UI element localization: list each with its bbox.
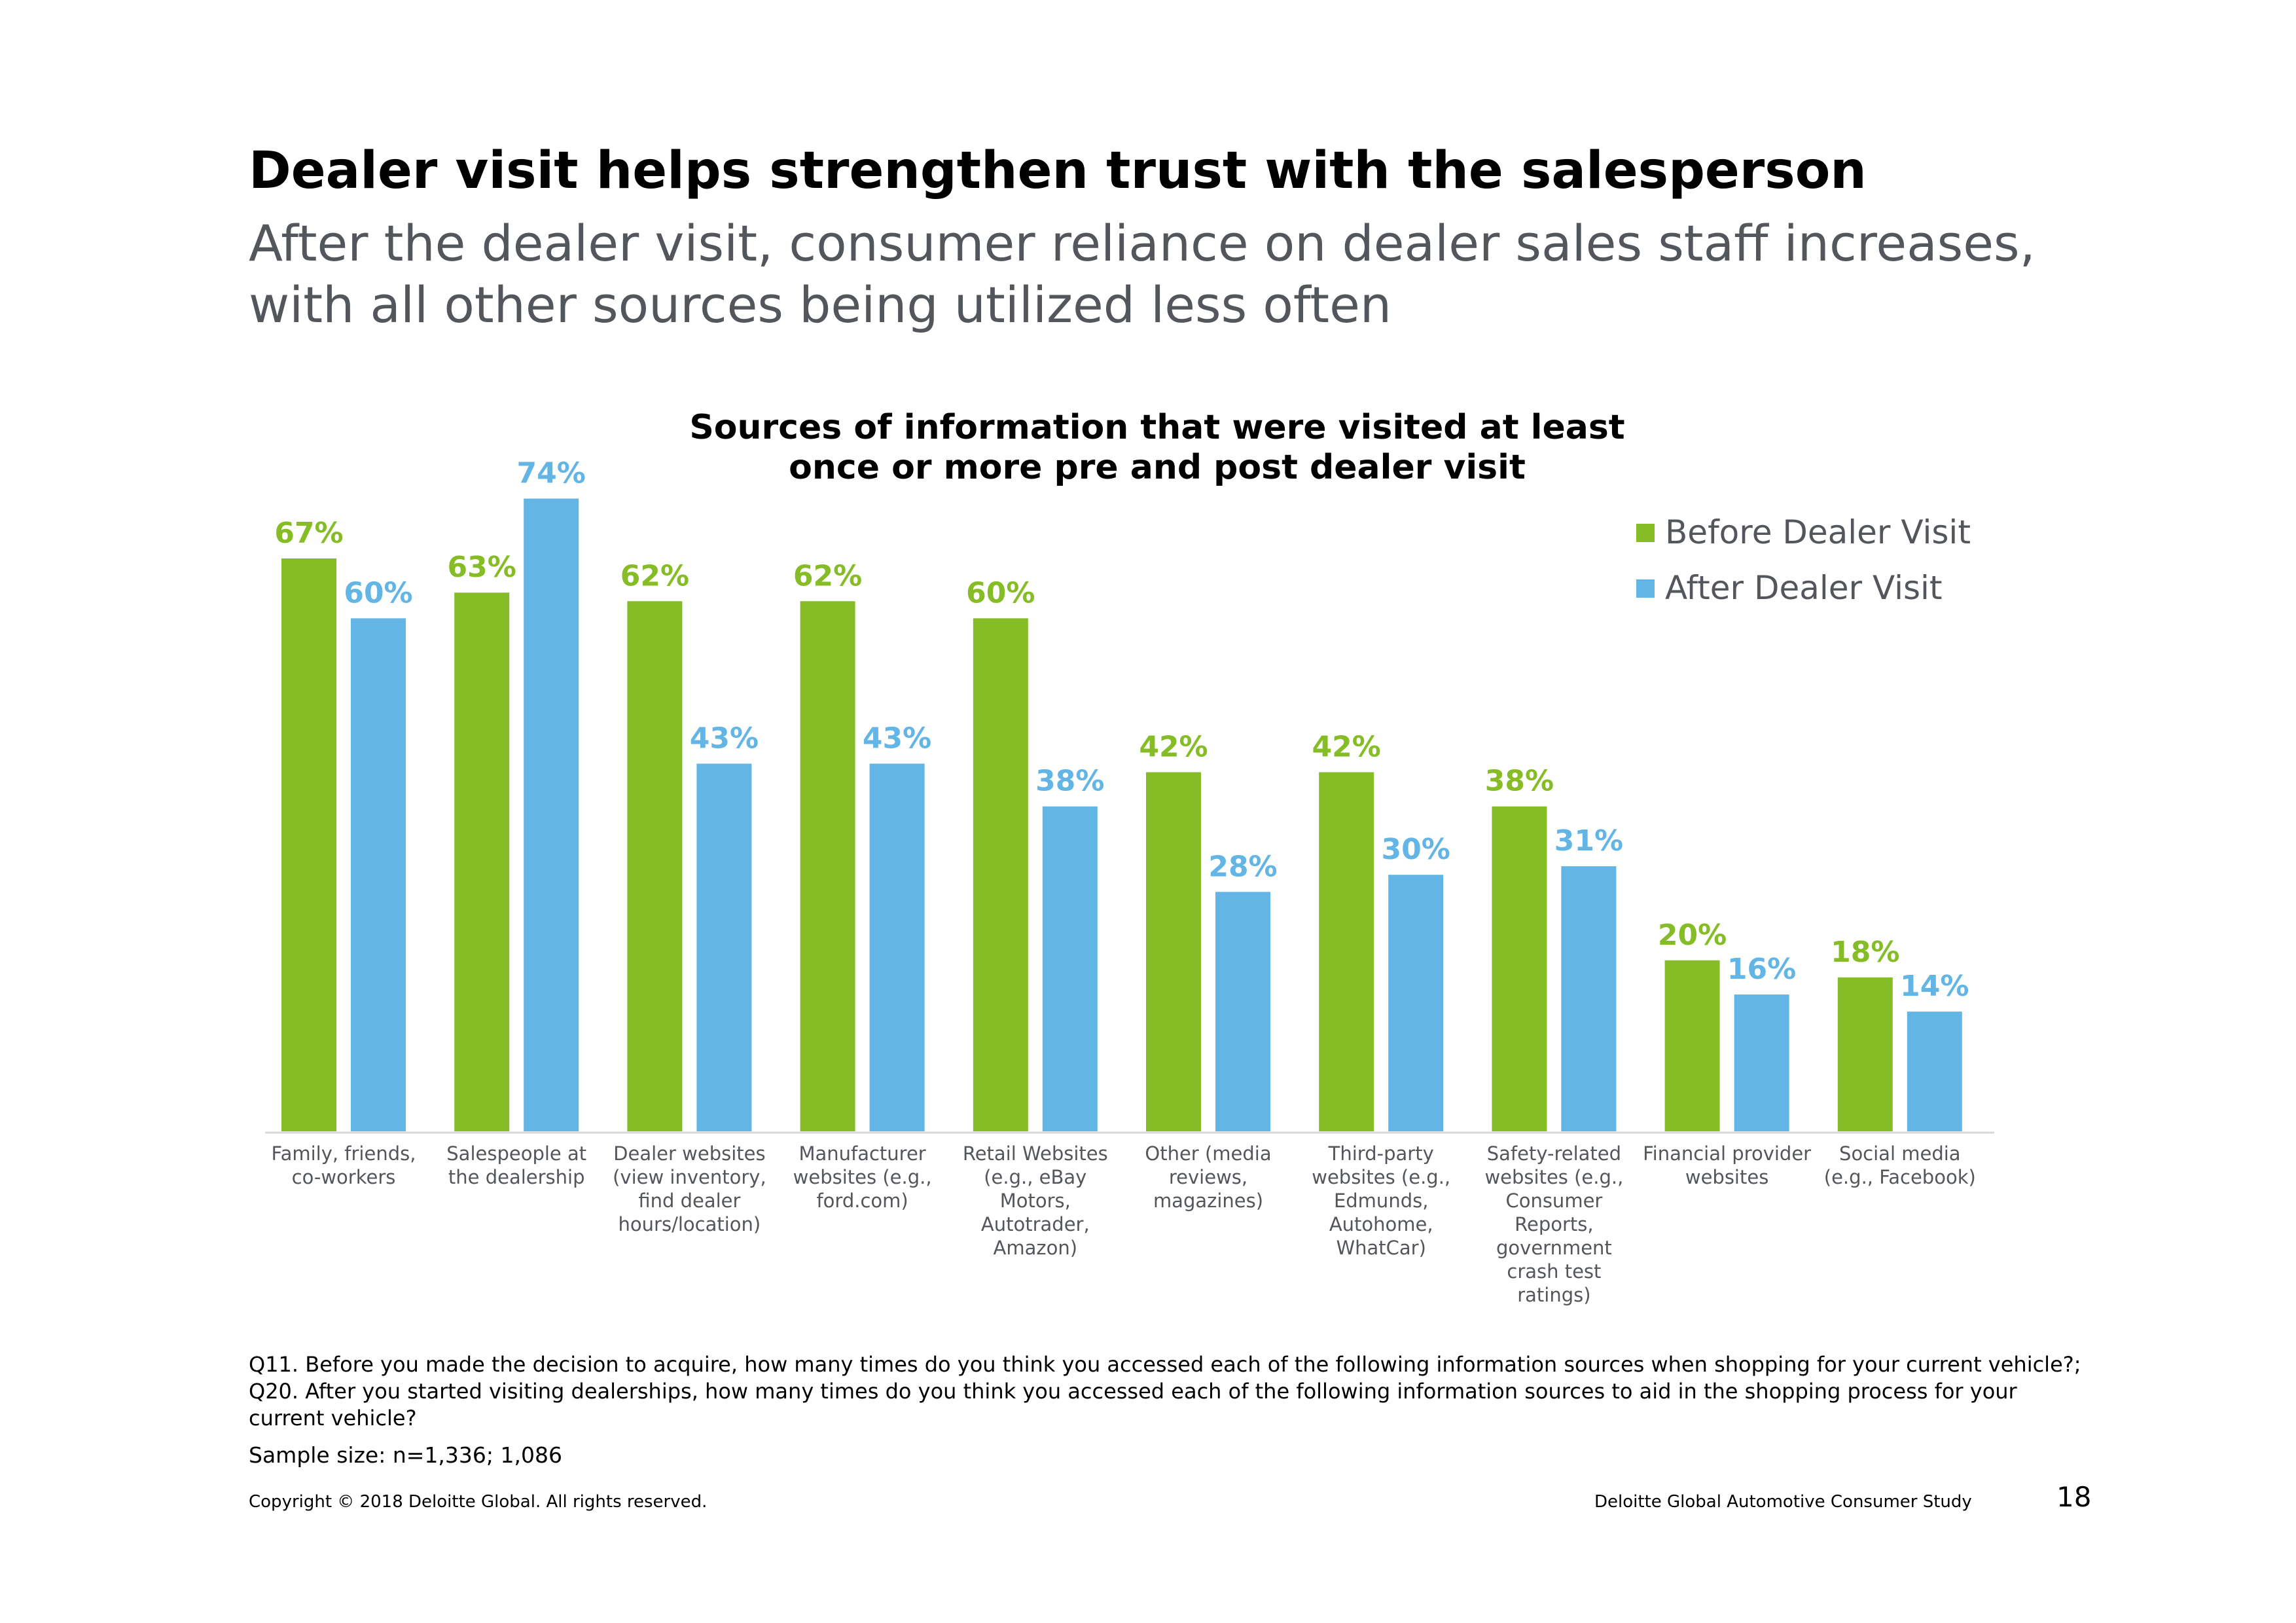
bar-before xyxy=(973,618,1028,1131)
bar-after xyxy=(696,763,752,1131)
bar-after xyxy=(1042,806,1098,1131)
page-title: Dealer visit helps strengthen trust with… xyxy=(249,141,1867,200)
bar-after xyxy=(524,498,579,1131)
chart-title-line: once or more pre and post dealer visit xyxy=(789,448,1526,487)
chart-title-line: Sources of information that were visited… xyxy=(689,408,1624,447)
bar-after xyxy=(1734,994,1789,1131)
value-label-before: 63% xyxy=(448,551,516,584)
category-label: Family, friends, co-workers xyxy=(272,1142,416,1188)
value-label-after: 30% xyxy=(1382,833,1450,866)
legend-swatch-before xyxy=(1636,524,1655,542)
bar-before xyxy=(1664,960,1720,1131)
bars-layer xyxy=(281,498,1962,1131)
value-label-before: 62% xyxy=(793,559,862,593)
category-label: Financial provider websites xyxy=(1643,1142,1811,1188)
category-label: Dealer websites (view inventory, find deal… xyxy=(613,1142,766,1235)
bar-before xyxy=(1146,772,1201,1131)
category-label: Salespeople at the dealership xyxy=(446,1142,586,1188)
value-labels-layer: 67%60%63%74%62%43%62%43%60%38%42%28%42%3… xyxy=(274,457,1969,1004)
category-labels-layer: Family, friends, co-workers Salespeople at… xyxy=(272,1142,1976,1306)
bar-after xyxy=(1215,892,1270,1131)
value-label-before: 38% xyxy=(1485,765,1554,798)
value-label-after: 28% xyxy=(1208,850,1277,883)
value-label-after: 38% xyxy=(1035,765,1104,798)
copyright-text: Copyright © 2018 Deloitte Global. All ri… xyxy=(249,1492,708,1512)
value-label-before: 62% xyxy=(620,559,689,593)
category-label: Third-party websites (e.g., Edmunds, Autoho… xyxy=(1312,1142,1450,1259)
value-label-after: 74% xyxy=(517,457,586,490)
value-label-before: 67% xyxy=(274,517,343,550)
study-name: Deloitte Global Automotive Consumer Stud… xyxy=(1594,1492,1972,1512)
value-label-before: 20% xyxy=(1658,919,1727,952)
category-label: Retail Websites (e.g., eBay Motors, Autotra… xyxy=(963,1142,1108,1259)
value-label-before: 42% xyxy=(1312,730,1381,763)
bar-before xyxy=(1319,772,1374,1131)
value-label-after: 43% xyxy=(690,721,759,755)
category-label: Social media (e.g., Facebook) xyxy=(1824,1142,1976,1188)
category-label: Manufacturer websites (e.g., ford.com) xyxy=(793,1142,932,1212)
value-label-before: 60% xyxy=(966,576,1035,610)
value-label-after: 14% xyxy=(1900,970,1969,1003)
question-footnote: Q11. Before you made the decision to acq… xyxy=(249,1352,2081,1431)
bar-before xyxy=(1837,977,1893,1131)
bar-before xyxy=(627,601,683,1131)
bar-after xyxy=(1388,875,1444,1131)
value-label-after: 60% xyxy=(344,576,412,610)
sample-size-note: Sample size: n=1,336; 1,086 xyxy=(249,1442,562,1468)
value-label-after: 16% xyxy=(1727,953,1796,986)
value-label-after: 31% xyxy=(1554,824,1623,858)
page-number: 18 xyxy=(2056,1481,2092,1513)
page-subtitle: After the dealer visit, consumer relianc… xyxy=(249,214,2036,334)
value-label-before: 18% xyxy=(1831,936,1899,969)
bar-before xyxy=(281,558,336,1131)
bar-after xyxy=(1907,1012,1962,1131)
bar-after xyxy=(1561,866,1617,1131)
bar-before xyxy=(1492,806,1547,1131)
chart-legend: Before Dealer Visit After Dealer Visit xyxy=(1636,513,1971,607)
chart-title: Sources of information that were visited… xyxy=(689,408,1624,487)
category-label: Safety-related websites (e.g., Consumer Rep… xyxy=(1484,1142,1623,1306)
category-label: Other (media reviews, magazines) xyxy=(1145,1142,1271,1212)
bar-after xyxy=(869,763,925,1131)
bar-before xyxy=(454,593,510,1131)
bar-before xyxy=(800,601,855,1131)
value-label-before: 42% xyxy=(1139,730,1208,763)
value-label-after: 43% xyxy=(863,721,931,755)
legend-swatch-after xyxy=(1636,579,1655,598)
bar-after xyxy=(351,618,406,1131)
legend-label-before: Before Dealer Visit xyxy=(1665,513,1971,551)
bar-chart: Sources of information that were visited… xyxy=(265,408,1994,1306)
legend-label-after: After Dealer Visit xyxy=(1665,569,1943,607)
